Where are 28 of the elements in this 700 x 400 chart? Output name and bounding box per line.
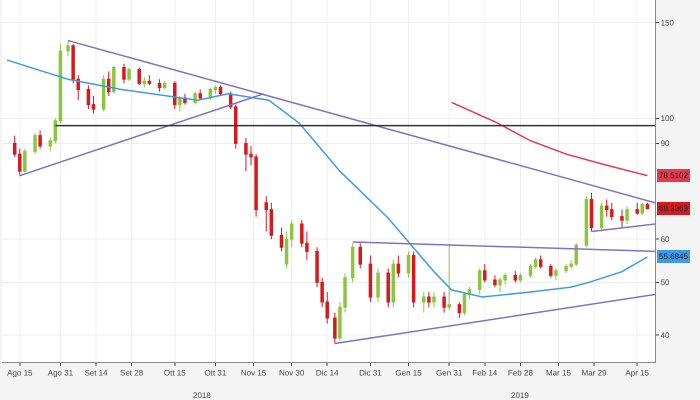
x-tick-label: Feb 28 [508,368,534,378]
x-tick-label: Ott 15 [164,368,186,378]
annotation: 55.6845 [659,252,688,261]
x-tick-label: Gen 31 [436,368,463,378]
text: 2018 [193,391,212,400]
x-tick-label: Nov 30 [278,368,305,378]
y-tick-label: 50 [660,278,670,288]
x-tick-label: Set 28 [120,368,144,378]
y-tick-label: 100 [660,114,674,124]
y-tick-label: 90 [660,139,670,148]
x-tick-label: Ott 31 [204,368,227,378]
x-tick-label: Mar 15 [546,368,572,378]
x-tick-label: Ago 31 [48,368,74,378]
annotation: 68.3363 [659,204,688,213]
y-tick-label: 40 [660,330,670,340]
x-tick-label: Mar 29 [582,368,608,378]
y-tick-label: 150 [660,18,674,28]
x-tick-label: Nov 15 [240,368,267,378]
y-tick-label: 60 [660,235,670,244]
annotation: 78.5102 [659,171,688,180]
x-tick-label: Dic 14 [316,368,340,378]
x-tick-label: Ago 15 [7,368,34,378]
x-tick-label: Apr 15 [625,368,650,378]
x-tick-label: Set 14 [84,368,108,378]
text: 2019 [511,391,530,400]
x-tick-label: Dic 31 [359,368,382,378]
x-tick-label: Gen 15 [395,368,422,378]
x-tick-label: Feb 14 [472,368,498,378]
